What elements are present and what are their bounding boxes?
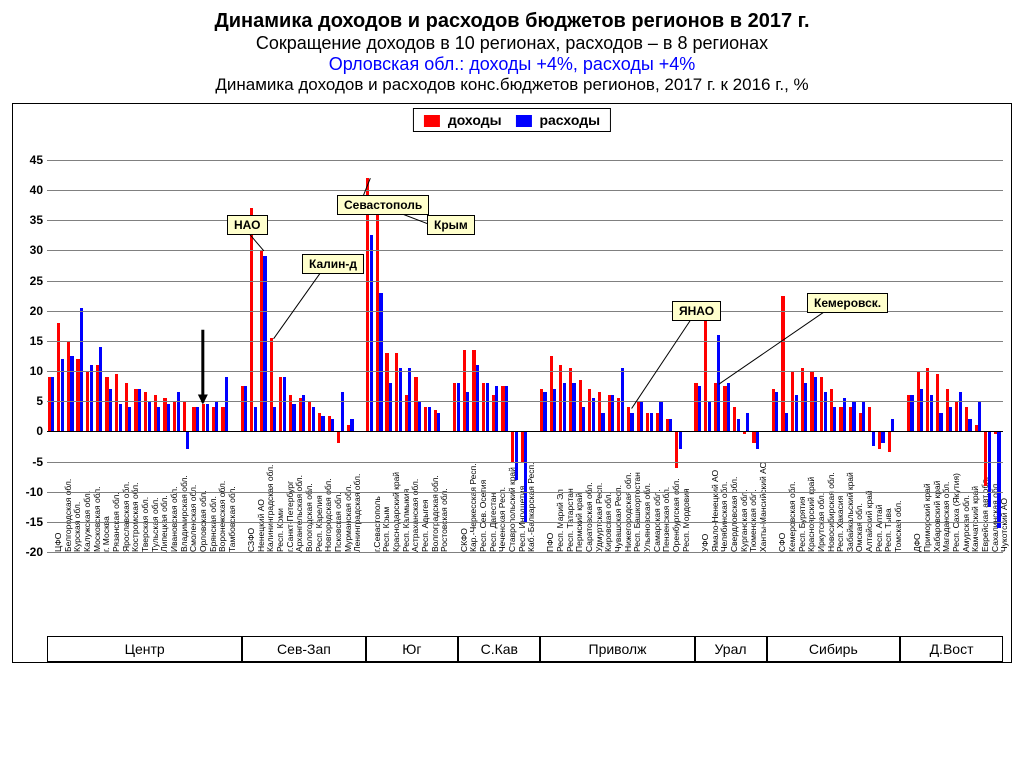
pointer-arrow <box>47 160 1003 552</box>
y-tick-label: -5 <box>17 455 43 469</box>
y-tick-label: 35 <box>17 213 43 227</box>
district-cell: Юг <box>366 636 459 662</box>
y-tick-label: 40 <box>17 183 43 197</box>
y-tick-label: -20 <box>17 545 43 559</box>
title-main: Динамика доходов и расходов бюджетов рег… <box>10 10 1014 33</box>
district-row: ЦентрСев-ЗапЮгС.КавПриволжУралСибирьД.Во… <box>47 636 1003 662</box>
title-sub3: Динамика доходов и расходов конс.бюджето… <box>10 75 1014 95</box>
district-cell: Д.Вост <box>900 636 1003 662</box>
district-cell: Центр <box>47 636 242 662</box>
district-cell: Приволж <box>540 636 694 662</box>
district-cell: Сибирь <box>767 636 901 662</box>
y-tick-label: 10 <box>17 364 43 378</box>
title-sub2: Орловская обл.: доходы +4%, расходы +4% <box>10 54 1014 75</box>
y-tick-label: 45 <box>17 153 43 167</box>
gridline <box>47 552 1003 553</box>
legend-swatch-1 <box>424 115 440 127</box>
district-cell: С.Кав <box>458 636 540 662</box>
legend: доходы расходы <box>413 108 611 132</box>
chart-frame: доходы расходы ЦФОБелгородская обл.Курск… <box>12 103 1012 663</box>
y-tick-label: 30 <box>17 243 43 257</box>
legend-item-2: расходы <box>516 112 600 128</box>
y-tick-label: -15 <box>17 515 43 529</box>
y-tick-label: 25 <box>17 274 43 288</box>
y-tick-label: 0 <box>17 424 43 438</box>
y-tick-label: -10 <box>17 485 43 499</box>
title-sub1: Сокращение доходов в 10 регионах, расход… <box>10 33 1014 54</box>
district-cell: Сев-Зап <box>242 636 365 662</box>
title-block: Динамика доходов и расходов бюджетов рег… <box>10 10 1014 95</box>
legend-swatch-2 <box>516 115 532 127</box>
y-tick-label: 15 <box>17 334 43 348</box>
legend-label-2: расходы <box>539 112 600 128</box>
y-tick-label: 5 <box>17 394 43 408</box>
legend-item-1: доходы <box>424 112 502 128</box>
legend-label-1: доходы <box>448 112 502 128</box>
district-cell: Урал <box>695 636 767 662</box>
y-tick-label: 20 <box>17 304 43 318</box>
plot-area: ЦФОБелгородская обл.Курская обл.Калужска… <box>47 160 1003 552</box>
